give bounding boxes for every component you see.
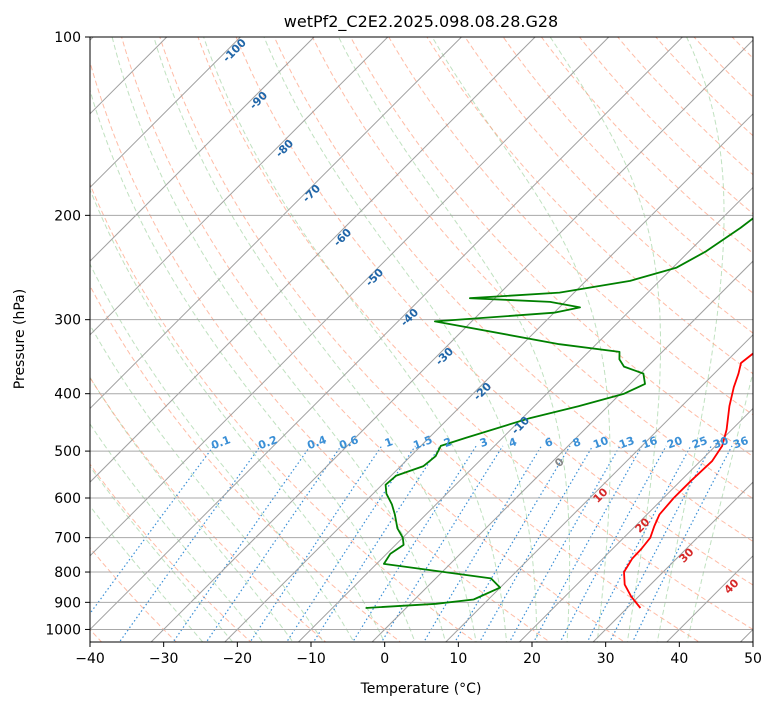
mixing-ratio-label: 8	[571, 435, 583, 450]
y-tick-label: 1000	[45, 622, 81, 638]
mixing-ratio-line	[631, 445, 733, 642]
isotherm-line	[90, 37, 315, 262]
mixing-ratio-label: 3	[478, 435, 490, 450]
moist-adiabat-line	[549, 37, 662, 642]
x-tick-label: 0	[380, 651, 389, 667]
y-tick-label: 100	[54, 30, 81, 46]
x-tick-label: −40	[75, 651, 105, 667]
isotherm-line	[445, 334, 753, 642]
x-tick-label: −10	[296, 651, 326, 667]
dry-adiabat-line	[311, 37, 753, 500]
mixing-ratio-label: 36	[731, 434, 750, 452]
y-tick-label: 500	[54, 444, 81, 460]
mixing-ratio-label: 16	[640, 434, 659, 452]
isotherm-line	[90, 37, 462, 410]
moist-adiabat-line	[90, 262, 355, 642]
chart-title: wetPf2_C2E2.2025.098.08.28.G28	[284, 12, 558, 32]
mixing-ratio-label: 13	[617, 434, 636, 451]
mixing-ratio-line	[249, 445, 383, 642]
dry-adiabat-line	[90, 546, 178, 642]
y-tick-label: 400	[54, 387, 81, 403]
x-tick-label: 50	[744, 651, 762, 667]
x-tick-label: 30	[597, 651, 615, 667]
mixing-ratio-label: 4	[507, 435, 519, 450]
dry-adiabat-line	[90, 284, 402, 642]
moist-adiabat-line	[203, 37, 508, 642]
isotherm-line	[519, 407, 753, 642]
x-tick-label: 40	[670, 651, 688, 667]
isotherm-line	[90, 37, 683, 631]
x-tick-label: 10	[449, 651, 467, 667]
mixing-ratio-label: 0.4	[305, 433, 328, 452]
dry-adiabat-line	[350, 37, 753, 458]
mixing-ratio-label: 1	[383, 435, 395, 450]
plot-frame	[89, 36, 754, 643]
mixing-ratio-label: 10	[591, 434, 610, 452]
y-tick-label: 600	[54, 491, 81, 507]
dewpoint-profile-line	[365, 217, 753, 609]
isotherm-line	[371, 260, 753, 642]
mixing-ratio-label: 0.2	[256, 433, 279, 452]
dry-adiabats	[90, 37, 753, 642]
dry-adiabat-line	[90, 60, 551, 642]
mixing-ratio-label: 1.5	[411, 433, 434, 452]
x-tick-label: 20	[523, 651, 541, 667]
mixing-ratio-label: 2	[442, 435, 454, 450]
isotherm-line	[90, 37, 610, 557]
temperature-profile-line	[623, 352, 753, 609]
isobars	[90, 37, 753, 630]
x-axis-ticks: −40 −30 −20 −10 0 10 20 30 40 50	[75, 642, 762, 667]
isotherm-line	[90, 37, 536, 483]
dry-adiabat-line	[159, 37, 701, 642]
plot-area	[90, 37, 753, 642]
y-tick-label: 200	[54, 208, 81, 224]
isotherm-line	[224, 113, 753, 642]
y-tick-label: 700	[54, 531, 81, 547]
x-axis-label: Temperature (°C)	[360, 681, 482, 697]
dry-adiabat-line	[464, 37, 753, 334]
isotherm-line	[90, 37, 389, 336]
mixing-ratio-label: 6	[543, 435, 555, 450]
isotherm-line	[150, 39, 753, 642]
isotherm-line	[298, 186, 753, 642]
mixing-ratio-line	[205, 445, 342, 642]
mixing-ratio-label: 25	[690, 434, 709, 451]
isotherm-line	[592, 481, 753, 642]
moist-adiabat-line	[90, 376, 294, 642]
isotherm-line	[90, 37, 241, 189]
mixing-ratio-label: 20	[665, 434, 684, 452]
dry-adiabat-line	[388, 37, 753, 416]
mixing-ratio-label: 0.6	[337, 433, 360, 452]
dry-adiabat-line	[502, 37, 753, 294]
dry-adiabat-line	[121, 37, 626, 642]
dry-adiabat-line	[90, 463, 252, 642]
x-tick-label: −20	[223, 651, 253, 667]
y-axis-ticks: 100 200 300 400 500 600 700 800 900 1000	[45, 30, 90, 638]
moist-adiabat-line	[656, 37, 725, 642]
dry-adiabat-line	[235, 37, 753, 586]
mixing-ratio-label: 30	[711, 434, 730, 452]
profile-lines	[365, 217, 753, 609]
y-tick-label: 800	[54, 565, 81, 581]
dry-adiabat-line	[197, 37, 753, 630]
y-axis-label: Pressure (hPa)	[12, 289, 28, 389]
isotherms	[90, 37, 753, 642]
x-tick-label: −30	[149, 651, 179, 667]
y-tick-label: 900	[54, 595, 81, 611]
y-tick-label: 300	[54, 313, 81, 329]
mixing-ratio-label: 0.1	[209, 433, 232, 452]
